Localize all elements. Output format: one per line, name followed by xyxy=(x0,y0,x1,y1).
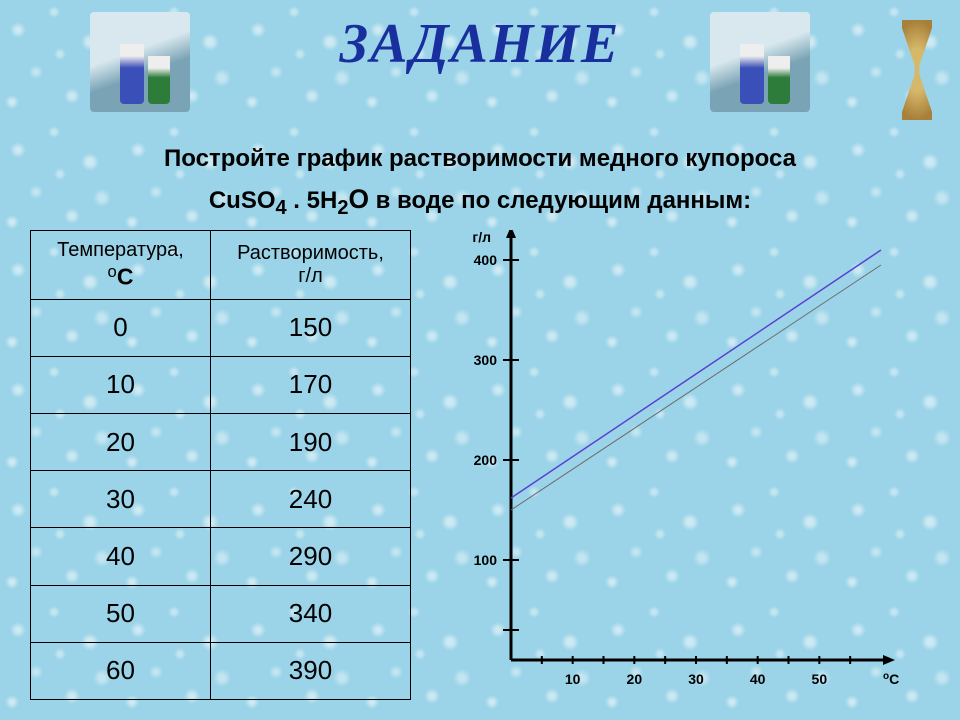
cell-temperature: 60 xyxy=(31,642,211,699)
beaker-image-left xyxy=(90,12,190,112)
task-line2: CuSO4 . 5H2О в воде по следующим данным: xyxy=(60,178,900,224)
svg-text:10: 10 xyxy=(565,671,581,687)
beaker-image-right xyxy=(710,12,810,112)
col-header-temperature: Температура, оС xyxy=(31,231,211,300)
slide-title: ЗАДАНИЕ xyxy=(340,12,621,76)
table-row: 50340 xyxy=(31,585,411,642)
table-row: 0150 xyxy=(31,299,411,356)
svg-text:20: 20 xyxy=(627,671,643,687)
solubility-chart: 100 200 300 400 г/л 10 20 30 40 50 оС xyxy=(431,230,940,700)
svg-text:300: 300 xyxy=(474,352,498,368)
cell-solubility: 190 xyxy=(211,414,411,471)
cell-solubility: 340 xyxy=(211,585,411,642)
table-row: 40290 xyxy=(31,528,411,585)
cell-solubility: 290 xyxy=(211,528,411,585)
cell-solubility: 390 xyxy=(211,642,411,699)
content-area: Температура, оС Растворимость, г/л 01501… xyxy=(30,230,940,700)
cell-temperature: 30 xyxy=(31,471,211,528)
col-header-solubility: Растворимость, г/л xyxy=(211,231,411,300)
table-header-row: Температура, оС Растворимость, г/л xyxy=(31,231,411,300)
table-row: 60390 xyxy=(31,642,411,699)
table-body: 0150101702019030240402905034060390 xyxy=(31,299,411,699)
task-line1: Постройте график растворимости медного к… xyxy=(60,140,900,178)
cell-temperature: 20 xyxy=(31,414,211,471)
table-row: 10170 xyxy=(31,356,411,413)
data-table: Температура, оС Растворимость, г/л 01501… xyxy=(30,230,411,700)
cell-temperature: 10 xyxy=(31,356,211,413)
header: ЗАДАНИЕ xyxy=(0,8,960,128)
svg-text:50: 50 xyxy=(812,671,828,687)
svg-text:200: 200 xyxy=(474,452,498,468)
cell-temperature: 50 xyxy=(31,585,211,642)
cell-solubility: 240 xyxy=(211,471,411,528)
svg-text:40: 40 xyxy=(750,671,766,687)
task-description: Постройте график растворимости медного к… xyxy=(60,140,900,224)
hourglass-icon xyxy=(892,20,942,120)
cell-temperature: 40 xyxy=(31,528,211,585)
table-row: 30240 xyxy=(31,471,411,528)
svg-text:30: 30 xyxy=(688,671,704,687)
svg-text:г/л: г/л xyxy=(472,230,491,245)
svg-text:оС: оС xyxy=(883,671,899,688)
cell-temperature: 0 xyxy=(31,299,211,356)
table-row: 20190 xyxy=(31,414,411,471)
cell-solubility: 170 xyxy=(211,356,411,413)
chart-svg: 100 200 300 400 г/л 10 20 30 40 50 оС xyxy=(431,230,901,700)
cell-solubility: 150 xyxy=(211,299,411,356)
svg-text:100: 100 xyxy=(474,552,498,568)
svg-text:400: 400 xyxy=(474,252,498,268)
